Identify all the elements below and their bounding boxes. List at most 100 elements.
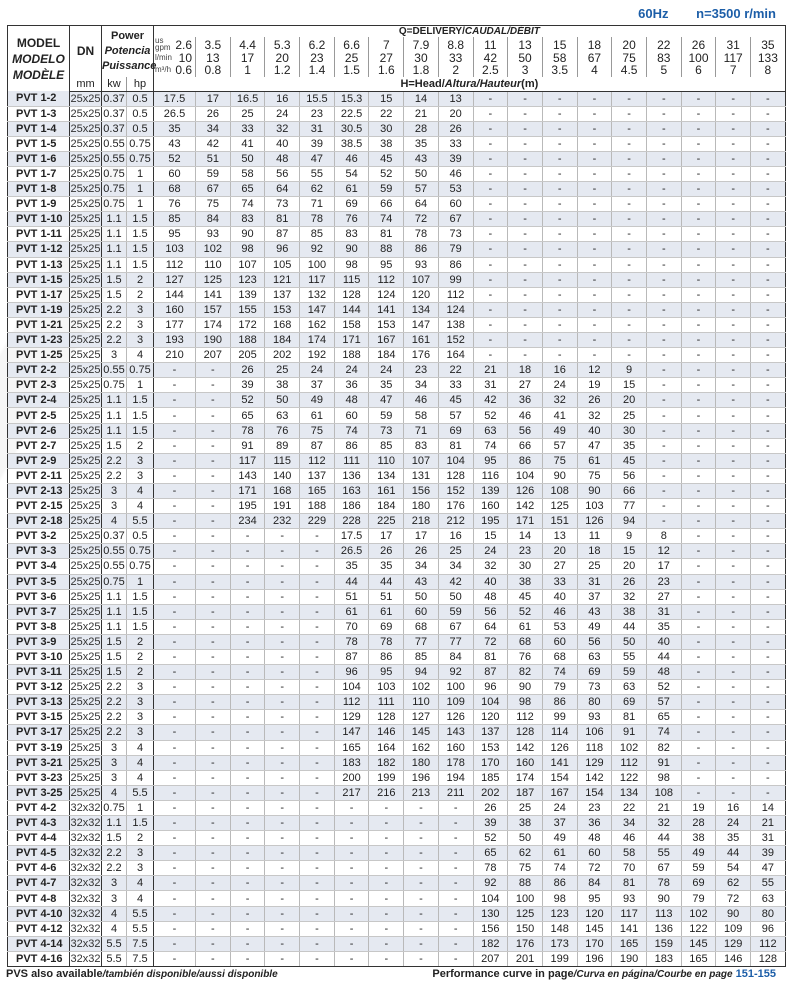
head-cell: 160 <box>507 755 543 771</box>
head-cell: 172 <box>229 317 265 334</box>
head-cell: - <box>715 377 751 394</box>
kw-cell: 1.5 <box>101 438 127 454</box>
head-cell: 16.5 <box>229 91 265 107</box>
head-cell: - <box>680 257 716 273</box>
head-cell: 17 <box>368 528 404 545</box>
head-cell: - <box>715 574 751 590</box>
head-cell: - <box>333 799 369 817</box>
head-cell: 35 <box>368 558 404 575</box>
head-cell: 120 <box>576 906 612 922</box>
hp-cell: 0.75 <box>125 558 155 575</box>
head-cell: 71 <box>299 196 335 213</box>
head-cell: 174 <box>195 317 231 334</box>
head-cell: - <box>507 106 543 122</box>
head-cell: - <box>264 619 300 635</box>
head-cell: 38 <box>680 830 716 847</box>
table-row: PVT 1-9 25x25 0.75 1 76 75 74 73 71 69 66 64 60- - - - -… <box>7 196 786 213</box>
head-cell: - <box>153 921 196 937</box>
dn-cell: 25x25 <box>69 211 102 228</box>
head-cell: - <box>576 181 612 198</box>
table-row: PVT 3-3 25x25 0.55 0.75- - - - -26.5 26 26 25 24 23 2… <box>7 543 786 560</box>
hp-cell: 0.5 <box>125 91 155 107</box>
head-cell: 75 <box>576 468 612 484</box>
head-cell: 69 <box>611 694 647 711</box>
head-cell: 56 <box>611 468 647 484</box>
head-cell: 31 <box>472 377 508 394</box>
head-cell: 161 <box>368 483 404 500</box>
dn-cell: 25x25 <box>69 226 102 243</box>
dn-cell: 25x25 <box>69 166 102 183</box>
hp-cell: 4 <box>125 890 155 907</box>
head-cell: - <box>264 543 300 560</box>
m3h-value: 2 <box>437 64 474 77</box>
head-cell: 178 <box>437 755 474 771</box>
head-cell: 56 <box>507 423 543 439</box>
head-cell: - <box>541 121 578 137</box>
dn-cell: 25x25 <box>69 679 102 696</box>
head-cell: 76 <box>333 211 369 228</box>
table-row: PVT 1-5 25x25 0.55 0.75 43 42 41 40 39 38.5 38 35 33… <box>7 136 786 152</box>
head-cell: 105 <box>264 257 300 273</box>
head-cell: - <box>333 951 369 967</box>
head-cell: 78 <box>368 634 404 650</box>
head-cell: - <box>153 362 196 379</box>
head-cell: 129 <box>715 936 751 952</box>
head-cell: 40 <box>645 634 682 650</box>
head-cell: - <box>645 211 682 228</box>
head-cell: 55 <box>645 845 682 862</box>
head-cell: 225 <box>368 513 404 530</box>
head-cell: - <box>299 664 335 681</box>
head-cell: - <box>507 196 543 213</box>
head-cell: - <box>437 815 474 832</box>
head-cell: 38 <box>368 136 404 152</box>
head-cell: 68 <box>507 634 543 650</box>
dn-cell: 25x25 <box>69 196 102 213</box>
head-cell: 37 <box>541 815 578 832</box>
gpm-value-text: 7.9 <box>412 38 430 53</box>
kw-cell: 2.2 <box>101 468 127 484</box>
lmin-value: l/min 10 <box>153 51 196 64</box>
kw-cell: 3 <box>101 498 127 515</box>
head-cell: 141 <box>611 921 647 937</box>
page-link[interactable]: 151-155 <box>735 968 776 980</box>
head-cell: 8 <box>645 528 682 545</box>
head-cell: - <box>576 106 612 122</box>
head-cell: 90 <box>715 906 751 922</box>
dn-cell: 25x25 <box>69 317 102 334</box>
table-row: PVT 1-4 25x25 0.37 0.5 35 34 33 32 31 30.5 30 28 26-… <box>7 121 786 137</box>
head-cell: - <box>750 724 786 741</box>
dn-cell: 25x25 <box>69 453 102 469</box>
head-cell: 50 <box>403 589 439 605</box>
head-cell: - <box>715 121 751 137</box>
head-cell: - <box>195 407 231 424</box>
head-cell: 102 <box>403 679 439 696</box>
head-cell: - <box>195 679 231 696</box>
head-cell: - <box>299 845 335 862</box>
head-cell: 131 <box>403 468 439 484</box>
hp-cell: 1 <box>125 377 155 394</box>
hp-cell: 1.5 <box>125 226 155 243</box>
head-cell: - <box>195 589 231 605</box>
head-cell: 212 <box>437 513 474 530</box>
model-cell: PVT 1-4 <box>7 121 70 137</box>
hp-cell: 7.5 <box>125 951 155 967</box>
head-cell: - <box>576 136 612 152</box>
head-cell: 80 <box>750 906 786 922</box>
table-row: PVT 2-11 25x25 2.2 3- -143 140 137 136 134 131 128… <box>7 468 786 484</box>
head-cell: 86 <box>403 241 439 258</box>
head-cell: 61 <box>541 845 578 862</box>
lmin-value-text: 17 <box>240 50 255 65</box>
head-cell: - <box>368 830 404 847</box>
head-cell: 109 <box>715 921 751 937</box>
head-cell: 62 <box>299 181 335 198</box>
head-cell: - <box>750 272 786 288</box>
head-cell: - <box>229 558 265 575</box>
head-cell: - <box>472 91 508 107</box>
head-cell: - <box>507 272 543 288</box>
head-cell: - <box>368 951 404 967</box>
head-cell: 164 <box>368 740 404 756</box>
kw-cell: 1.5 <box>101 830 127 847</box>
head-cell: 188 <box>229 332 265 349</box>
gpm-value: 11 <box>472 37 508 52</box>
head-cell: 32 <box>611 589 647 605</box>
